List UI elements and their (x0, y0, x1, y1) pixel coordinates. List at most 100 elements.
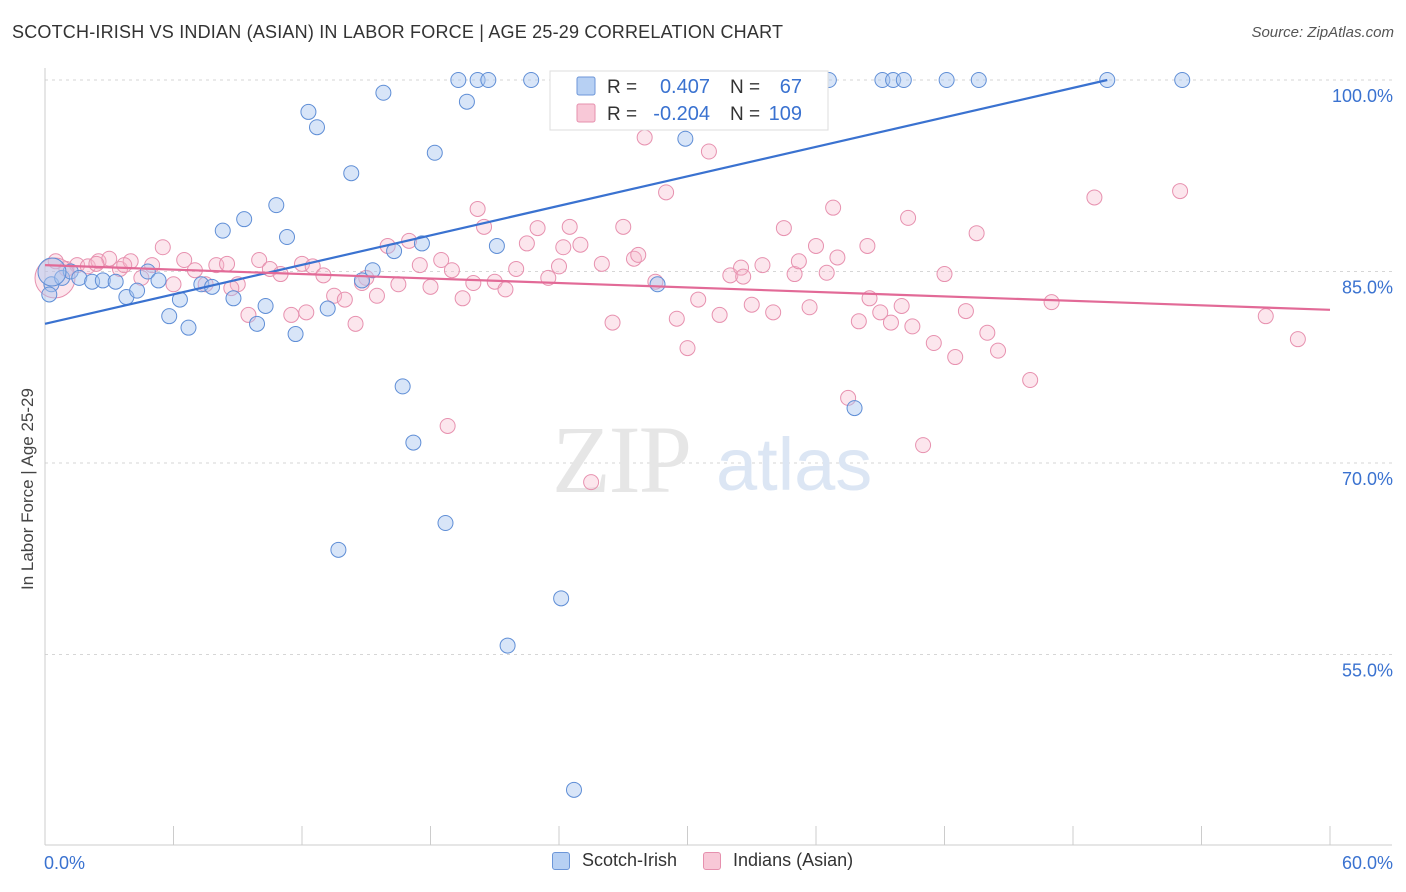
data-point (165, 276, 182, 293)
data-point (180, 319, 197, 336)
trend-line (44, 78, 1108, 325)
legend-swatch (576, 103, 596, 123)
legend-item-scotch-irish: Scotch-Irish (552, 850, 677, 871)
data-point (279, 229, 296, 246)
data-point (394, 378, 411, 395)
data-point (818, 264, 835, 281)
watermark: ZIP atlas (552, 406, 872, 513)
data-point (488, 237, 505, 254)
data-point (846, 400, 863, 417)
data-point (375, 84, 392, 101)
data-point (743, 296, 760, 313)
data-point (71, 269, 88, 286)
data-point (1022, 372, 1039, 389)
data-point (765, 304, 782, 321)
data-point (116, 257, 133, 274)
legend-label-scotch-irish: Scotch-Irish (582, 850, 678, 870)
grid-lines (45, 79, 1392, 655)
legend-n-label: N = (730, 77, 760, 98)
data-point (214, 222, 231, 239)
data-point (390, 276, 407, 293)
legend-r-label: R = (607, 104, 637, 125)
data-point (133, 269, 150, 286)
data-point (786, 266, 803, 283)
data-point (469, 200, 486, 217)
x-tick-label: 0.0% (44, 853, 85, 873)
data-point (88, 255, 105, 272)
data-point (364, 262, 381, 279)
data-point (561, 218, 578, 235)
data-point (405, 434, 422, 451)
data-point (523, 72, 540, 88)
data-point (480, 72, 497, 88)
data-point (219, 255, 236, 272)
data-point (936, 266, 953, 283)
data-point (915, 437, 932, 454)
data-point (700, 143, 717, 160)
data-point (41, 286, 58, 303)
data-point (900, 209, 917, 226)
data-point (553, 590, 570, 607)
trend-lines (44, 78, 1331, 325)
data-point (326, 287, 343, 304)
trend-line (44, 264, 1331, 311)
y-tick-label: 70.0% (1342, 469, 1393, 489)
data-point (298, 304, 315, 321)
data-point (690, 291, 707, 308)
axes (44, 68, 1392, 846)
x-tick-label: 60.0% (1342, 853, 1393, 873)
data-point (161, 308, 178, 325)
data-point (176, 252, 193, 269)
data-point (433, 252, 450, 269)
data-point (593, 255, 610, 272)
data-point (236, 211, 253, 228)
chart-title: SCOTCH-IRISH VS INDIAN (ASIAN) IN LABOR … (12, 22, 784, 42)
data-point (711, 306, 728, 323)
data-point (668, 310, 685, 327)
data-point (150, 272, 167, 289)
data-point (572, 236, 589, 253)
data-point (893, 297, 910, 314)
data-point (465, 274, 482, 291)
data-point (840, 389, 857, 406)
legend-n-value: 67 (780, 76, 802, 98)
data-point (268, 197, 285, 214)
data-point (319, 300, 336, 317)
data-point (529, 220, 546, 237)
y-tick-label: 55.0% (1342, 661, 1393, 681)
data-point-large (37, 257, 67, 287)
data-point (283, 306, 300, 323)
data-point (426, 144, 443, 161)
data-point (850, 313, 867, 330)
legend-r-value: 0.407 (660, 76, 710, 98)
legend-bottom: Scotch-Irish Indians (Asian) (552, 850, 879, 871)
data-point (904, 318, 921, 335)
y-tick-label: 100.0% (1332, 86, 1393, 106)
data-point (411, 257, 428, 274)
watermark-atlas: atlas (716, 423, 872, 506)
source-label: Source: ZipAtlas.com (1251, 24, 1394, 41)
legend-stats: R = 0.407 N = 67 R = -0.204 N = 109 (549, 70, 829, 131)
data-point (679, 340, 696, 357)
data-point (979, 324, 996, 341)
data-point (895, 72, 912, 88)
data-point (154, 239, 171, 256)
legend-item-indians-asian: Indians (Asian) (703, 850, 853, 871)
data-point (615, 218, 632, 235)
legend-r-label: R = (607, 77, 637, 98)
data-point (825, 199, 842, 216)
data-point (413, 235, 430, 252)
data-point (257, 297, 274, 314)
data-point (450, 72, 467, 88)
data-point (636, 129, 653, 146)
data-point (454, 290, 471, 307)
data-point (249, 315, 266, 332)
data-point (649, 276, 666, 293)
data-point (439, 417, 456, 434)
data-point (129, 282, 146, 299)
data-point (287, 326, 304, 343)
y-axis-label: In Labor Force | Age 25-29 (18, 388, 37, 590)
data-point (347, 315, 364, 332)
data-point (1172, 183, 1189, 200)
